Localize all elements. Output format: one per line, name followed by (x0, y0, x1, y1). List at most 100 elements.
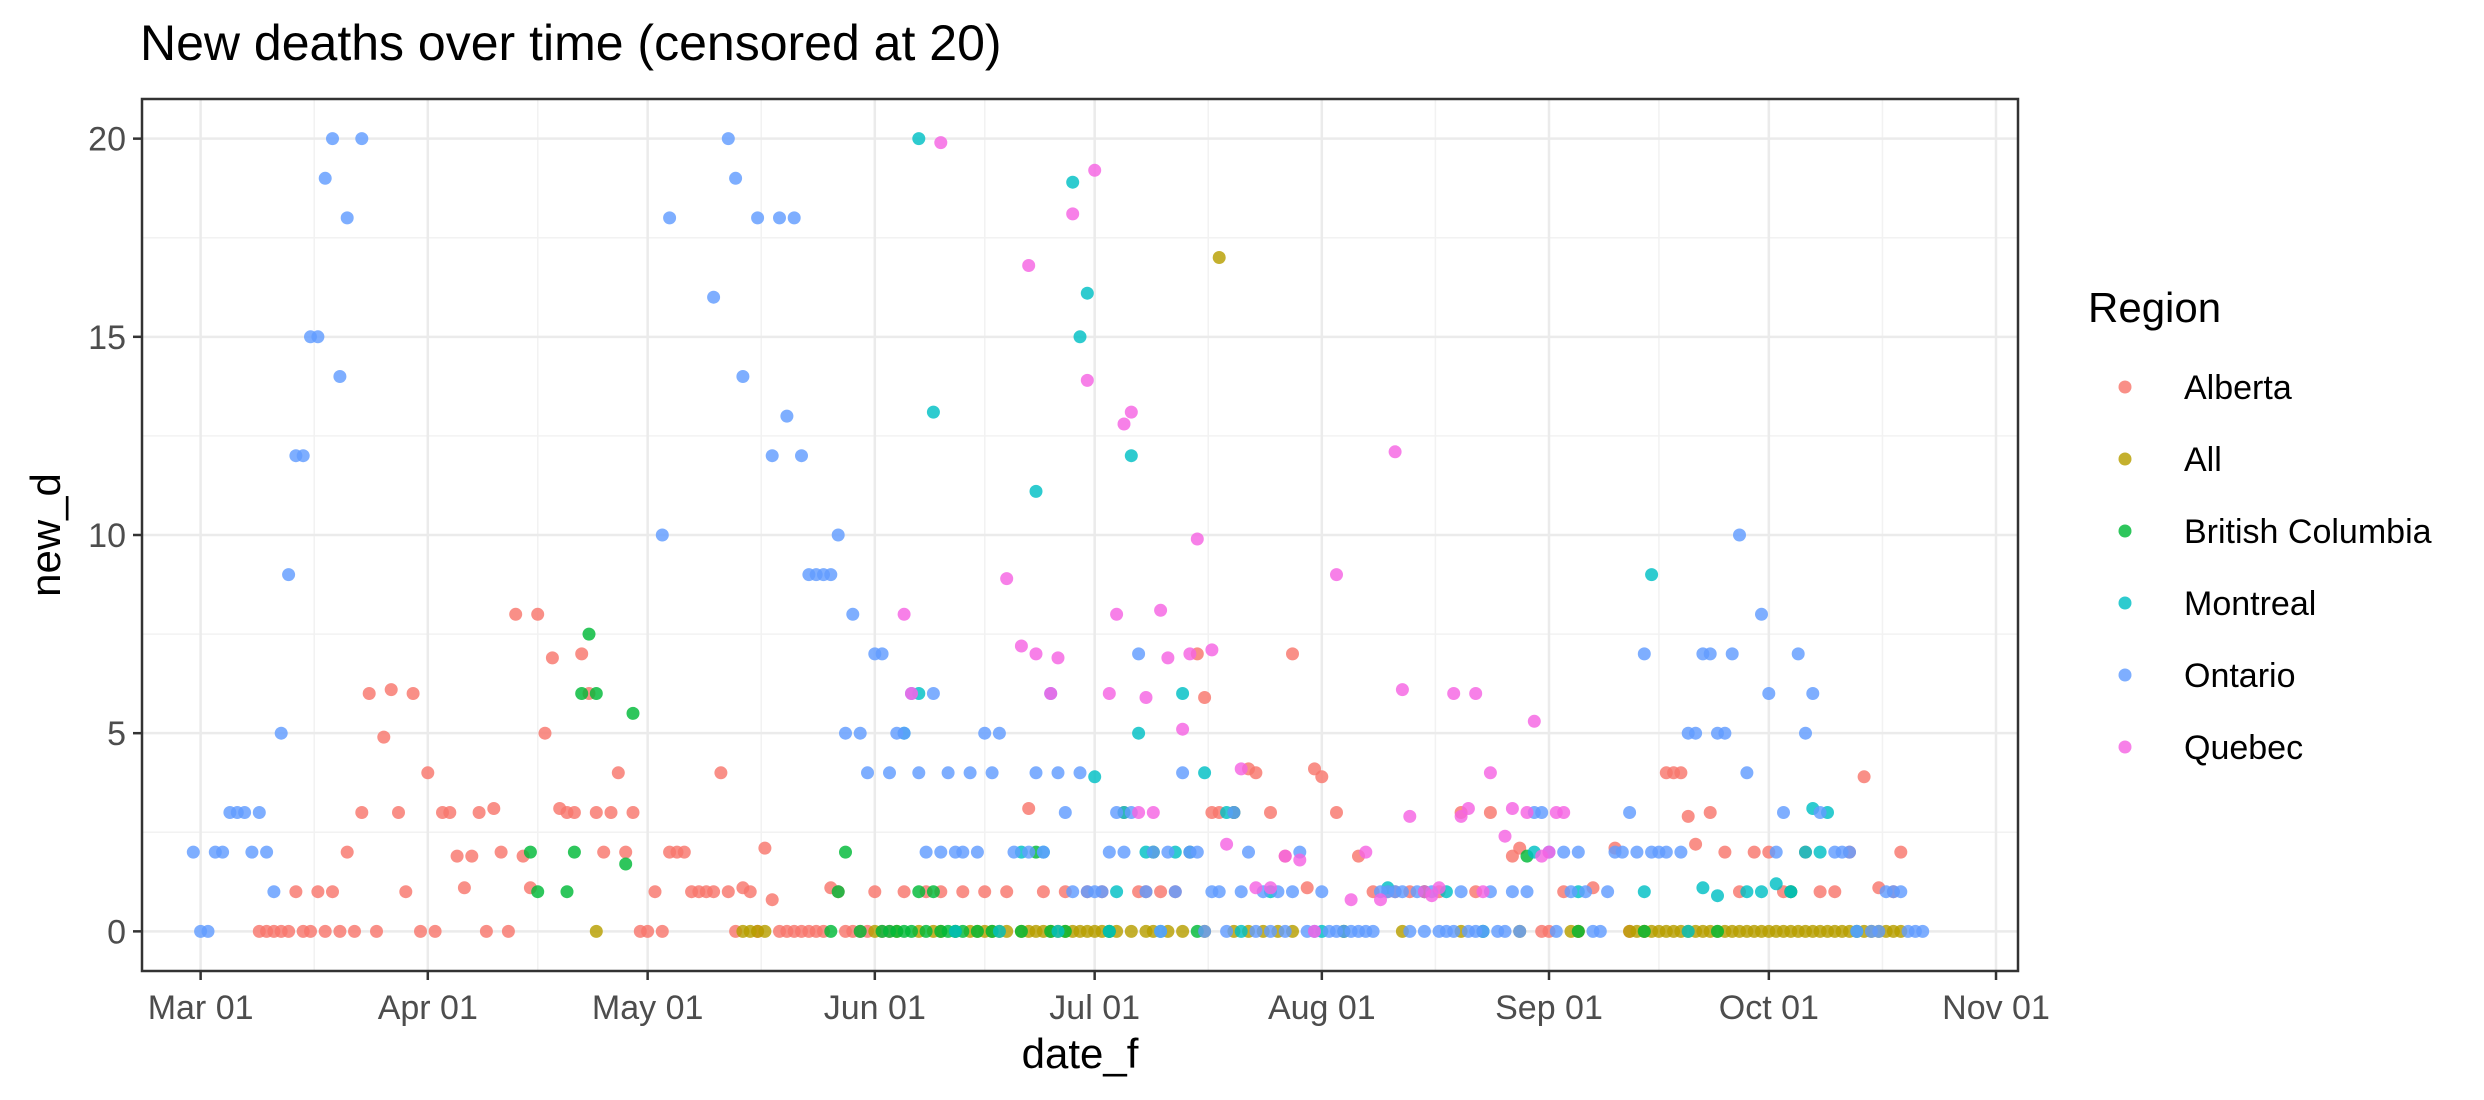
data-point (1696, 881, 1710, 895)
data-point (1366, 924, 1380, 938)
data-point (1132, 806, 1146, 819)
data-point (641, 924, 655, 938)
data-point (282, 924, 296, 938)
data-point (1242, 845, 1255, 859)
data-point (758, 841, 772, 855)
data-point (1066, 885, 1080, 899)
data-point (1718, 726, 1732, 740)
data-point (1234, 885, 1248, 899)
data-point (765, 449, 779, 463)
data-point (1249, 924, 1263, 938)
data-point (1080, 373, 1094, 387)
data-point (1154, 885, 1168, 899)
data-point (421, 766, 435, 780)
data-point (1806, 687, 1820, 700)
data-points (186, 132, 1930, 938)
data-point (743, 885, 757, 899)
data-point (1813, 845, 1827, 859)
data-point (501, 924, 515, 938)
data-point (531, 607, 545, 621)
data-point (1527, 714, 1541, 728)
data-point (589, 924, 603, 938)
data-point (1681, 924, 1695, 938)
data-point (216, 845, 230, 859)
data-point (1498, 829, 1512, 843)
data-point (487, 802, 501, 815)
data-point (1476, 885, 1490, 899)
data-point (465, 849, 479, 863)
x-axis: Mar 01 Apr 01 May 01 Jun 01 Jul 01 Aug 01 Sep … (148, 971, 2050, 1027)
x-tick-label: Sep 01 (1495, 989, 1603, 1027)
data-point (348, 924, 361, 938)
data-point (897, 726, 911, 740)
data-point (1872, 924, 1886, 938)
data-point (1000, 885, 1014, 899)
data-point (245, 845, 259, 859)
data-point (1132, 726, 1146, 740)
data-point (1784, 885, 1798, 899)
data-point (1029, 484, 1043, 498)
data-point (1308, 924, 1321, 938)
data-point (1190, 845, 1204, 859)
data-point (1132, 647, 1146, 661)
data-point (1058, 806, 1072, 819)
data-point (1264, 924, 1277, 938)
legend-item: All (2118, 441, 2222, 479)
grid-major (142, 99, 2018, 971)
data-point (560, 885, 574, 899)
data-point (861, 766, 874, 780)
data-point (1769, 877, 1783, 891)
data-point (1286, 647, 1299, 661)
data-point (1176, 722, 1190, 736)
data-point (1278, 849, 1292, 863)
data-point (1894, 885, 1908, 899)
data-point (714, 766, 728, 780)
data-point (1777, 806, 1790, 819)
data-point (926, 885, 940, 899)
data-point (538, 726, 552, 740)
data-point (934, 136, 948, 150)
data-point (1205, 643, 1219, 657)
data-point (362, 687, 376, 700)
data-point (333, 924, 347, 938)
data-point (509, 607, 523, 621)
data-point (611, 766, 625, 780)
chart-title: New deaths over time (censored at 20) (140, 15, 1002, 71)
data-point (1593, 924, 1607, 938)
data-point (1813, 806, 1827, 819)
data-point (1212, 251, 1226, 264)
x-tick-label: Nov 01 (1942, 989, 2050, 1027)
data-point (1102, 687, 1116, 700)
data-point (252, 806, 266, 819)
data-point (1073, 766, 1087, 780)
data-point (1718, 845, 1732, 859)
data-point (1044, 687, 1058, 700)
legend-label: Quebec (2184, 729, 2303, 767)
data-point (604, 806, 618, 819)
data-point (1124, 924, 1138, 938)
x-tick-label: Jul 01 (1049, 989, 1140, 1027)
data-point (1505, 885, 1519, 899)
data-point (780, 409, 794, 423)
data-point (1300, 881, 1314, 895)
data-point (1505, 802, 1519, 815)
data-point (1095, 885, 1109, 899)
legend-item: British Columbia (2118, 513, 2432, 551)
data-point (956, 845, 970, 859)
data-point (1843, 845, 1856, 859)
data-point (1330, 806, 1343, 819)
data-point (1168, 885, 1182, 899)
data-point (1571, 845, 1585, 859)
data-point (970, 845, 984, 859)
data-point (289, 885, 303, 899)
data-point (1022, 845, 1036, 859)
data-point (260, 845, 274, 859)
data-point (626, 706, 640, 720)
data-point (311, 885, 325, 899)
data-point (238, 806, 252, 819)
data-point (883, 766, 896, 780)
data-point (648, 885, 662, 899)
data-point (1293, 853, 1307, 867)
data-point (1110, 607, 1124, 621)
